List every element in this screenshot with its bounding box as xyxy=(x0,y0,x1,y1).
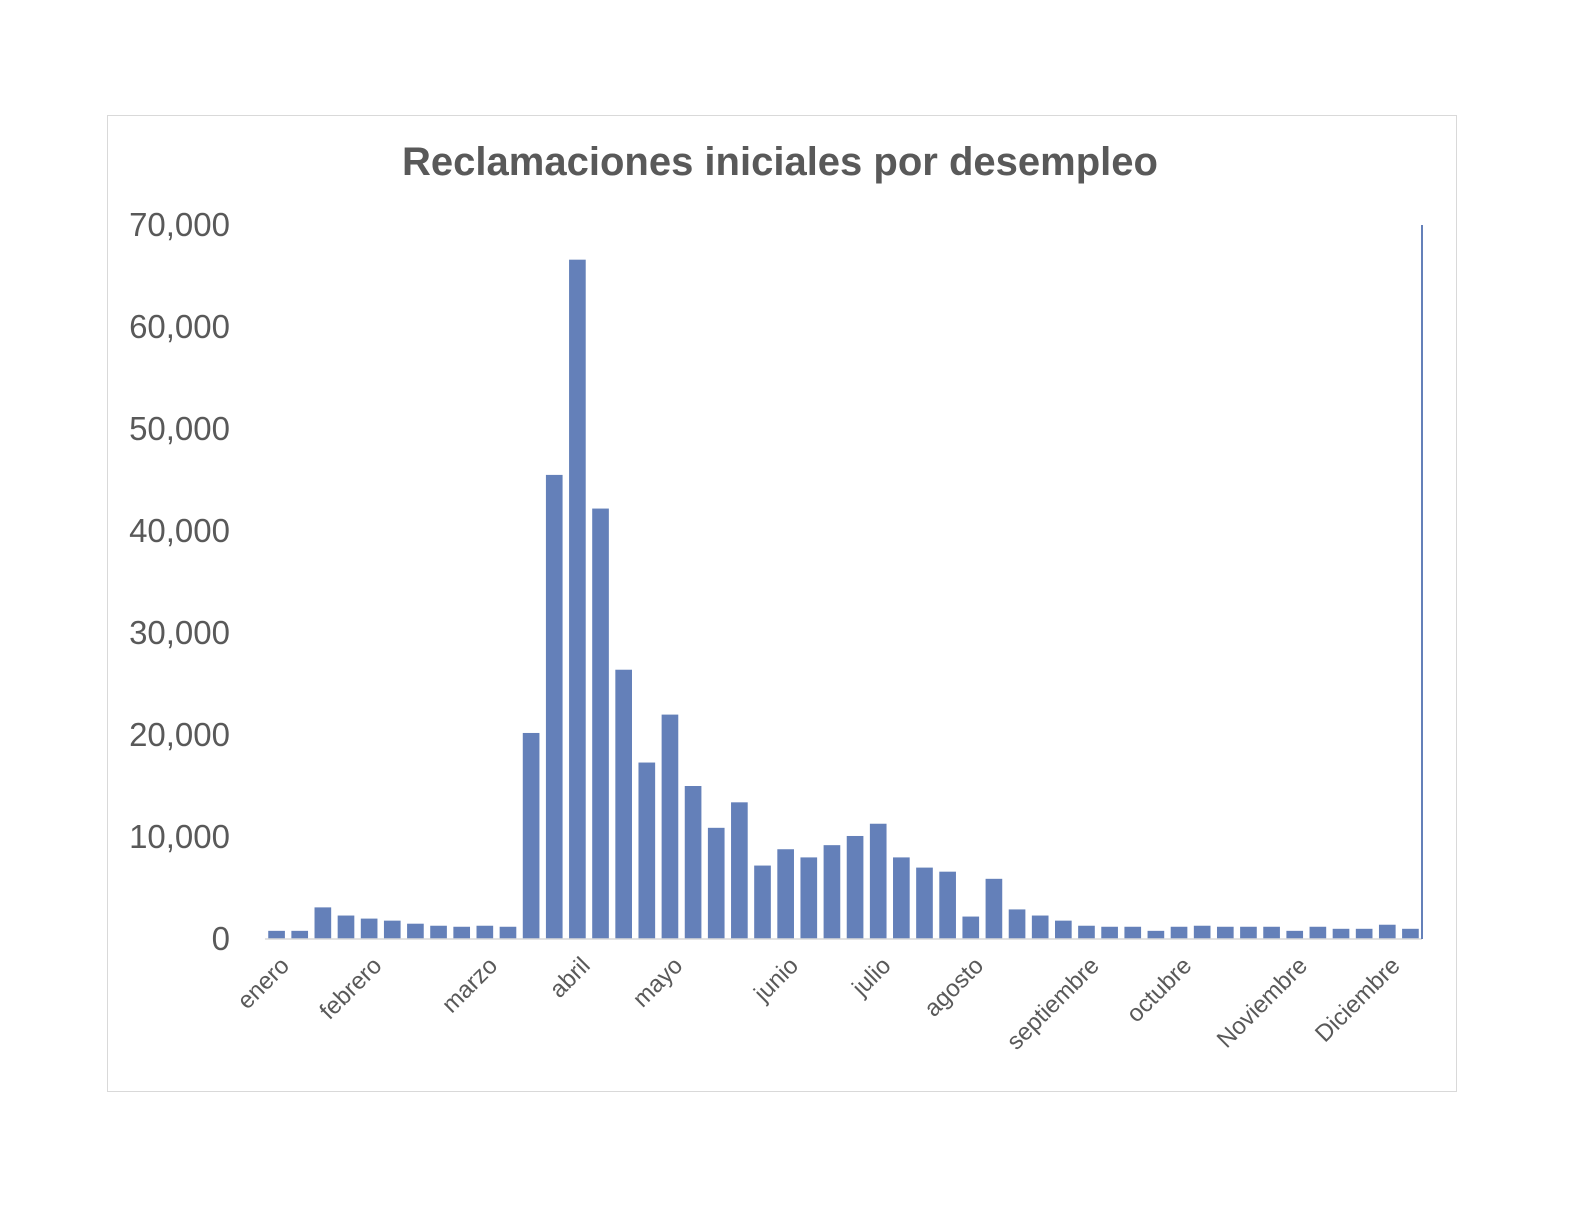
bar xyxy=(592,508,609,939)
bar xyxy=(476,925,494,939)
chart-title: Reclamaciones iniciales por desempleo xyxy=(402,140,1158,184)
x-tick-label: Noviembre xyxy=(1212,952,1313,1053)
bar xyxy=(1355,928,1373,939)
bar xyxy=(314,907,332,939)
bar xyxy=(360,918,378,939)
bar xyxy=(1124,926,1142,939)
y-tick-label: 70,000 xyxy=(129,206,230,243)
bar xyxy=(337,915,355,939)
bar-series xyxy=(268,259,1419,939)
x-tick-label: septiembre xyxy=(1002,952,1105,1055)
bar xyxy=(684,786,702,939)
bar xyxy=(499,926,517,939)
bar xyxy=(638,762,656,939)
bar xyxy=(383,920,401,939)
bar xyxy=(1170,926,1188,939)
bar xyxy=(1055,920,1072,939)
bar xyxy=(1378,924,1396,939)
bar xyxy=(1147,930,1165,939)
x-tick-label: junio xyxy=(748,952,804,1008)
bar xyxy=(800,857,818,939)
bar xyxy=(268,930,285,939)
bar xyxy=(1008,909,1026,939)
bar xyxy=(707,827,725,939)
bar xyxy=(916,867,933,939)
bar xyxy=(1216,926,1234,939)
bar xyxy=(453,926,471,939)
y-axis: 0 10,000 20,000 30,000 40,000 50,000 60,000 70,… xyxy=(129,206,230,957)
bar xyxy=(615,669,632,939)
y-tick-label: 40,000 xyxy=(129,512,230,549)
bar xyxy=(661,714,679,939)
bar xyxy=(893,857,910,939)
bar xyxy=(545,474,563,939)
bar xyxy=(731,802,748,939)
bar xyxy=(962,916,980,939)
x-tick-label: octubre xyxy=(1122,952,1198,1028)
bar xyxy=(939,871,956,939)
bar xyxy=(1193,925,1211,939)
bar xyxy=(1402,928,1419,939)
bar xyxy=(869,823,887,939)
x-tick-label: Diciembre xyxy=(1310,952,1405,1047)
bar xyxy=(1309,926,1327,939)
x-tick-label: enero xyxy=(232,952,295,1015)
bar xyxy=(754,865,771,939)
x-tick-label: agosto xyxy=(919,952,989,1022)
bar xyxy=(1332,928,1350,939)
y-tick-label: 0 xyxy=(212,920,230,957)
bar xyxy=(823,845,841,939)
bar xyxy=(569,259,586,939)
y-tick-label: 10,000 xyxy=(129,818,230,855)
bar xyxy=(522,732,540,939)
y-tick-label: 20,000 xyxy=(129,716,230,753)
bar xyxy=(777,849,794,939)
y-tick-label: 30,000 xyxy=(129,614,230,651)
bar xyxy=(291,930,309,939)
bar xyxy=(1286,930,1304,939)
x-tick-label: julio xyxy=(846,952,896,1002)
x-tick-label: febrero xyxy=(314,952,387,1025)
bar xyxy=(985,878,1003,939)
bar xyxy=(430,925,447,939)
bar xyxy=(407,923,424,939)
x-tick-label: abril xyxy=(544,952,595,1003)
bar xyxy=(1101,926,1118,939)
bar xyxy=(1078,925,1095,939)
bar xyxy=(1263,926,1280,939)
y-tick-label: 60,000 xyxy=(129,308,230,345)
bar xyxy=(1031,915,1049,939)
y-tick-label: 50,000 xyxy=(129,410,230,447)
x-tick-label: mayo xyxy=(628,952,689,1013)
bar xyxy=(1240,926,1257,939)
x-tick-label: marzo xyxy=(437,952,503,1018)
bar xyxy=(846,835,864,939)
